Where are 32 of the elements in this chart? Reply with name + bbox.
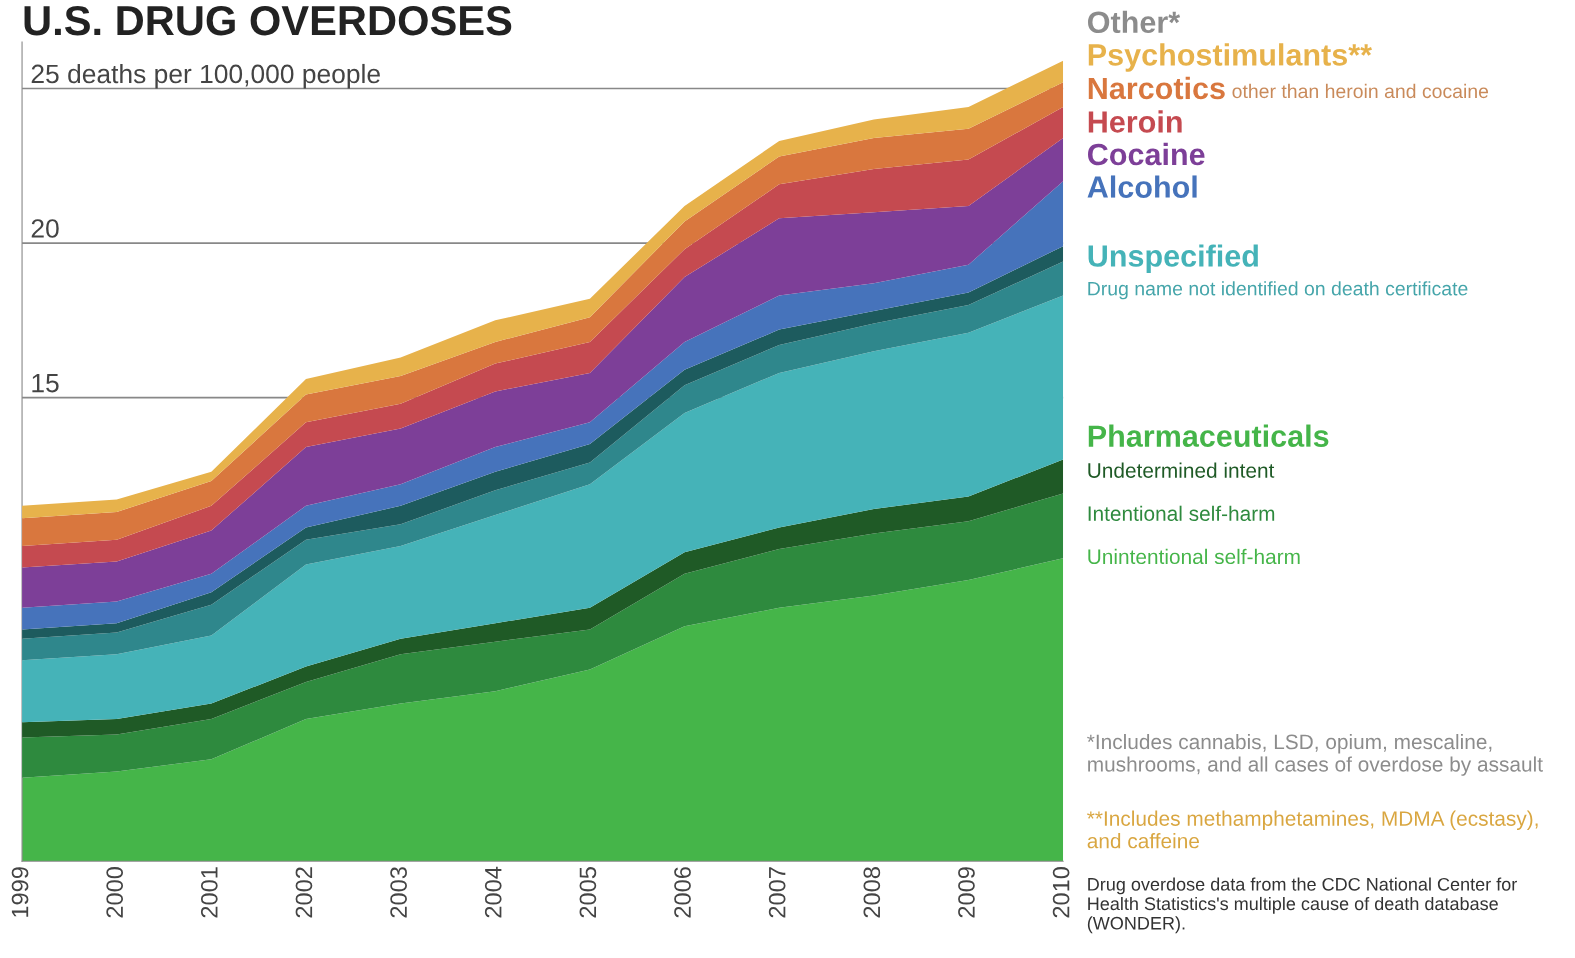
x-tick-label: 2010 — [1052, 867, 1070, 918]
chart-title: U.S. DRUG OVERDOSES — [24, 5, 512, 36]
series-label: Psychostimulants** — [1088, 43, 1372, 72]
series-label: Undetermined intent — [1088, 462, 1275, 478]
series-label: Unintentional self-harm — [1088, 548, 1300, 565]
x-tick-label: 2003 — [390, 867, 407, 918]
series-label: Unspecified — [1088, 244, 1258, 273]
series-label: Intentional self-harm — [1088, 505, 1275, 521]
x-tick-label: 2002 — [295, 867, 313, 918]
series-label: Narcotics — [1088, 76, 1225, 100]
x-tick-label: 1999 — [11, 867, 29, 917]
x-tick-label: 2007 — [768, 867, 786, 918]
text: Pharmaceuticals — [1088, 424, 1329, 447]
series-label: Alcohol — [1087, 175, 1197, 198]
x-tick-label: 2000 — [106, 867, 124, 918]
text: other than heroin and cocaine — [1232, 83, 1489, 99]
text: *Includes cannabis, LSD, opium, mescaline, mushrooms, and all cases of overdose by assault — [1087, 733, 1543, 776]
y-tick-label: 20 — [31, 219, 59, 238]
x-tick-label: 2008 — [863, 867, 881, 918]
text: Drug name not identified on death certificate — [1088, 281, 1468, 300]
series-label: Heroin — [1088, 110, 1182, 133]
x-tick-label: 2005 — [579, 867, 597, 918]
series-label: Cocaine — [1088, 142, 1205, 166]
y-tick-label: 25 deaths per 100,000 people — [31, 63, 380, 89]
text: **Includes methamphetamines, MDMA (ecstasy), and caffeine — [1087, 810, 1538, 849]
x-tick-label: 2004 — [484, 866, 502, 918]
x-tick-label: 2001 — [200, 867, 218, 918]
text: Drug overdose data from the CDC National Center for Health Statistics's multiple cause of death database (WONDER). — [1087, 877, 1517, 934]
y-tick-label: 15 — [32, 373, 59, 393]
text: Other* — [1088, 10, 1181, 34]
x-tick-label: 2009 — [958, 867, 975, 918]
x-tick-label: 2006 — [674, 867, 691, 918]
